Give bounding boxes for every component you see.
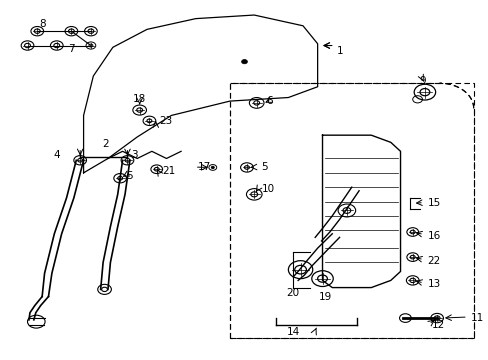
Text: 15: 15 xyxy=(427,198,440,208)
Text: 17: 17 xyxy=(198,162,211,172)
Text: 14: 14 xyxy=(286,327,299,337)
Text: 13: 13 xyxy=(427,279,440,289)
Text: 4: 4 xyxy=(53,150,60,160)
Text: 20: 20 xyxy=(286,288,299,298)
Text: 2: 2 xyxy=(102,139,109,149)
Text: 11: 11 xyxy=(470,313,484,323)
Text: 5: 5 xyxy=(261,162,267,172)
Text: 6: 6 xyxy=(266,96,272,106)
Circle shape xyxy=(211,166,214,168)
Text: 3: 3 xyxy=(131,150,138,160)
Text: 12: 12 xyxy=(431,320,445,330)
Text: 7: 7 xyxy=(68,44,75,54)
Text: 22: 22 xyxy=(427,256,440,266)
Text: 19: 19 xyxy=(318,292,331,302)
Text: 9: 9 xyxy=(418,76,425,86)
Text: 10: 10 xyxy=(261,184,274,194)
Text: 5: 5 xyxy=(126,171,133,181)
Text: 21: 21 xyxy=(162,166,175,176)
Text: 18: 18 xyxy=(133,94,146,104)
Circle shape xyxy=(241,59,247,64)
Text: 1: 1 xyxy=(336,46,343,56)
Text: 8: 8 xyxy=(39,19,45,29)
Text: 16: 16 xyxy=(427,231,440,240)
Text: 23: 23 xyxy=(159,116,172,126)
